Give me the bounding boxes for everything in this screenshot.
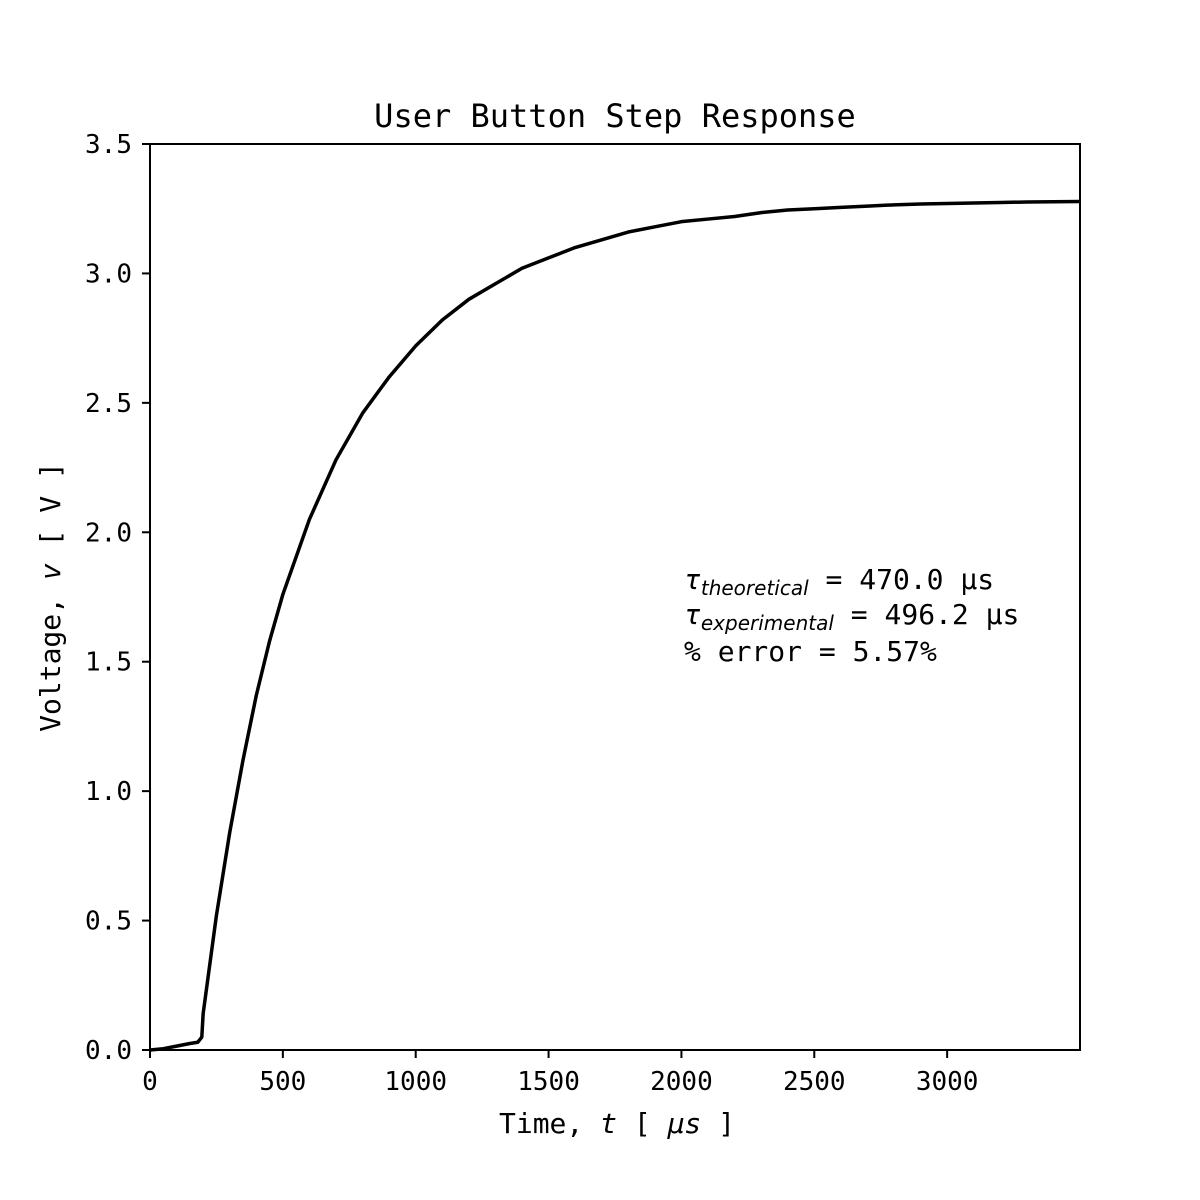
x-axis-label-bracket-open: [ — [617, 1107, 668, 1140]
y-tick-label: 1.0 — [85, 777, 132, 807]
y-tick-label: 3.0 — [85, 259, 132, 289]
y-tick-label: 1.5 — [85, 648, 132, 678]
annotation-theoretical: τtheoretical = 470.0 μs — [684, 563, 994, 600]
tau-theoretical-value: = 470.0 μs — [809, 563, 994, 596]
y-axis-label-suffix: [ V ] — [34, 462, 67, 563]
x-tick-label: 0 — [142, 1067, 158, 1097]
y-tick-label: 2.5 — [85, 389, 132, 419]
y-axis-label: Voltage, v [ V ] — [34, 462, 67, 732]
annotation-box: τtheoretical = 470.0 μs τexperimental = … — [684, 563, 1019, 668]
chart-title: User Button Step Response — [374, 97, 856, 135]
annotation-experimental: τexperimental = 496.2 μs — [684, 598, 1019, 635]
series-layer — [149, 199, 1081, 1052]
x-tick-label: 500 — [259, 1067, 306, 1097]
y-tick-label: 3.5 — [85, 130, 132, 160]
y-tick-label: 2.0 — [85, 518, 132, 548]
y-tick-label: 0.5 — [85, 907, 132, 937]
x-tick-label: 1500 — [517, 1067, 580, 1097]
series-line — [149, 199, 1081, 1052]
tau-experimental-value: = 496.2 μs — [834, 598, 1019, 631]
y-axis-label-prefix: Voltage, — [34, 580, 67, 732]
x-tick-label: 1000 — [384, 1067, 447, 1097]
tau-theoretical-subscript: theoretical — [701, 576, 809, 600]
x-axis-label: Time, t [ μs ] — [499, 1107, 735, 1140]
y-axis-label-var: v — [34, 563, 67, 580]
tau-symbol-theoretical: τ — [684, 563, 701, 596]
y-axis-ticks: 0.0 0.5 1.0 1.5 2.0 2.5 3.0 3.5 — [85, 130, 150, 1066]
tau-experimental-subscript: experimental — [701, 611, 834, 635]
y-tick-label: 0.0 — [85, 1036, 132, 1066]
x-axis-label-bracket-close: ] — [701, 1107, 735, 1140]
plot-area — [149, 143, 1081, 1052]
x-axis-ticks: 0 500 1000 1500 2000 2500 3000 — [142, 1050, 978, 1097]
x-axis-label-unit: μs — [667, 1107, 702, 1140]
x-axis-label-prefix: Time, — [499, 1107, 600, 1140]
tau-symbol-experimental: τ — [684, 598, 701, 631]
x-tick-label: 2000 — [650, 1067, 713, 1097]
x-tick-label: 3000 — [916, 1067, 979, 1097]
x-tick-label: 2500 — [783, 1067, 846, 1097]
x-axis-label-var: t — [600, 1107, 617, 1140]
axes-frame — [149, 143, 1081, 1051]
annotation-error: % error = 5.57% — [684, 635, 937, 668]
